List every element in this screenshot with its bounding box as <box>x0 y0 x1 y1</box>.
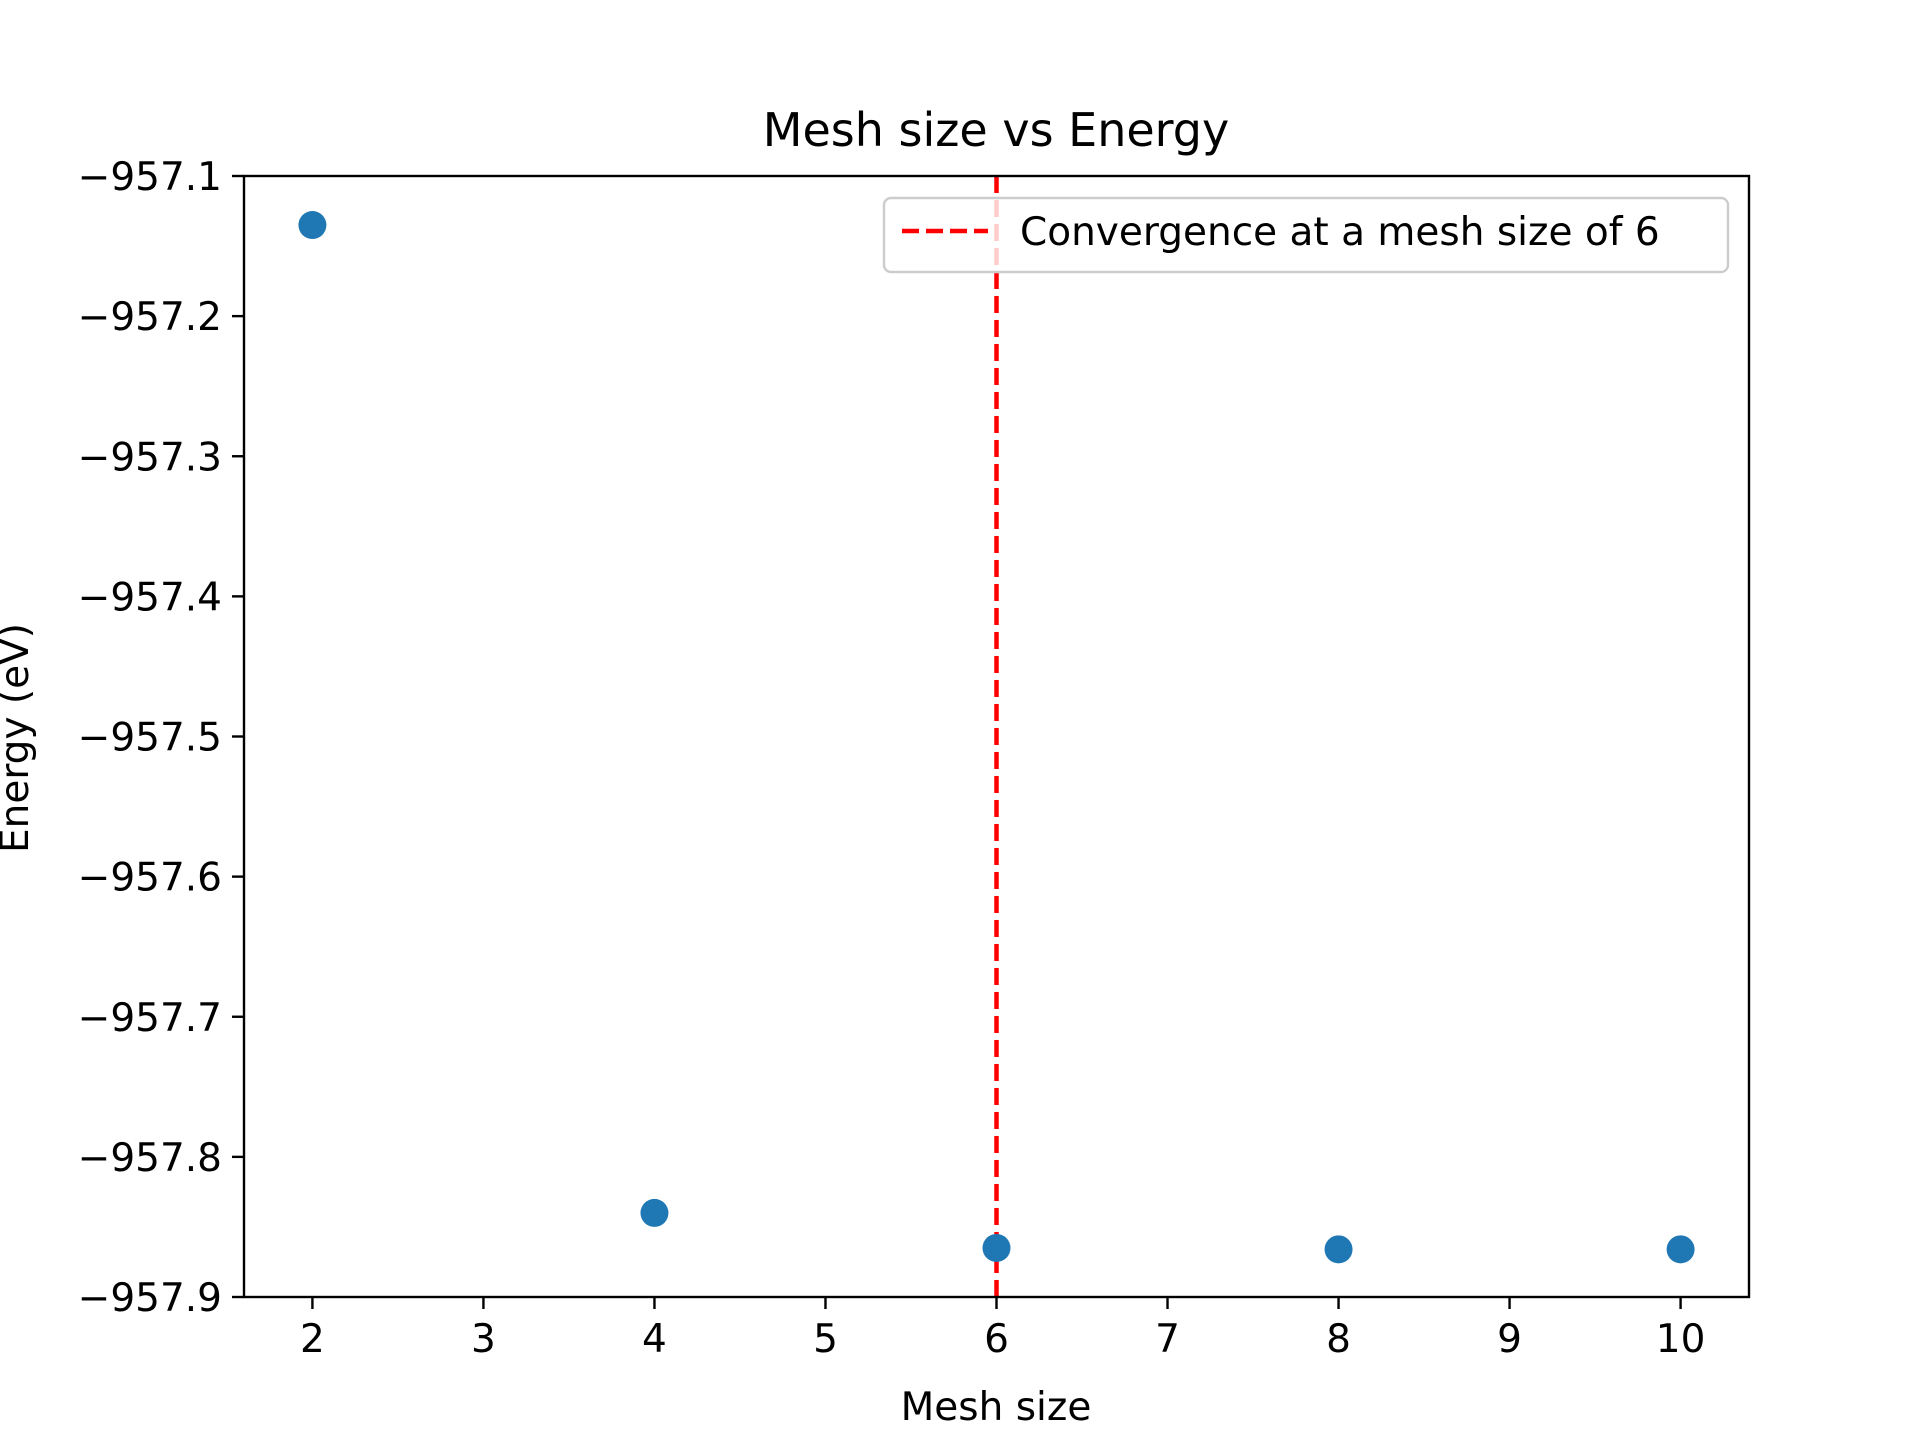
y-tick-label: −957.4 <box>78 575 222 620</box>
y-tick-label: −957.1 <box>78 155 222 200</box>
x-tick-label: 10 <box>1656 1317 1706 1362</box>
data-point <box>298 211 327 240</box>
chart-title: Mesh size vs Energy <box>763 103 1229 157</box>
x-tick-label: 5 <box>813 1317 838 1362</box>
y-tick-label: −957.3 <box>78 435 222 480</box>
data-point <box>1666 1235 1695 1264</box>
x-tick-label: 9 <box>1497 1317 1522 1362</box>
plot-area <box>298 176 1695 1297</box>
data-point <box>982 1233 1011 1262</box>
legend-entry-label: Convergence at a mesh size of 6 <box>1020 210 1660 255</box>
axes-frame <box>242 174 1751 1299</box>
y-tick-label: −957.8 <box>78 1136 222 1181</box>
axis-ticks: 2 3 4 5 6 7 8 9 10 −957.9 −957.8 −957.7 −957.6 −957.5… <box>78 155 1706 1362</box>
x-tick-label: 6 <box>984 1317 1009 1362</box>
legend-box <box>882 196 1730 274</box>
x-tick-label: 4 <box>642 1317 667 1362</box>
y-axis-label: Energy (eV) <box>0 623 38 853</box>
y-tick-label: −957.5 <box>78 716 222 761</box>
data-point <box>1324 1235 1353 1264</box>
x-tick-label: 8 <box>1326 1317 1351 1362</box>
legend: Convergence at a mesh size of 6 <box>882 196 1730 274</box>
data-point <box>640 1198 669 1227</box>
x-axis-label: Mesh size <box>901 1385 1092 1430</box>
y-tick-label: −957.9 <box>78 1276 222 1321</box>
x-tick-label: 3 <box>471 1317 496 1362</box>
y-tick-label: −957.2 <box>78 295 222 340</box>
x-tick-label: 7 <box>1155 1317 1180 1362</box>
x-tick-label: 2 <box>300 1317 325 1362</box>
y-tick-label: −957.6 <box>78 856 222 901</box>
y-tick-label: −957.7 <box>78 996 222 1041</box>
